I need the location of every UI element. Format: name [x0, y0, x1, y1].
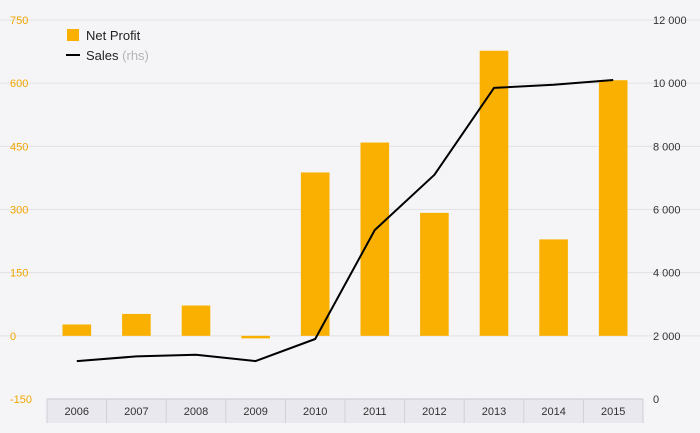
bar-net-profit-2013: [479, 50, 509, 336]
left-y-tick-label: 150: [10, 268, 28, 280]
x-tick-label: 2006: [65, 406, 89, 418]
left-y-tick-label: 0: [10, 331, 16, 343]
net-profit-bars: [62, 50, 628, 339]
right-y-axis: 12 000 10 000 8 000 6 000 4 000 2 000 0: [653, 15, 687, 406]
bar-net-profit-2009: [241, 335, 270, 339]
bar-net-profit-2015: [598, 80, 628, 336]
right-y-tick-label: 2 000: [653, 331, 681, 343]
right-y-tick-label: 12 000: [653, 15, 687, 27]
left-y-tick-label: 300: [10, 205, 28, 217]
x-axis-ticks: 2006 2007 2008 2009 2010 2011 2012 2013 2014 2015: [65, 406, 626, 418]
x-tick-label: 2013: [482, 406, 506, 418]
right-y-tick-label: 10 000: [653, 78, 687, 90]
right-y-tick-label: 8 000: [653, 141, 681, 153]
left-y-tick-label: -150: [10, 394, 32, 406]
bar-net-profit-2010: [300, 172, 330, 336]
x-tick-label: 2008: [184, 406, 208, 418]
x-tick-label: 2010: [303, 406, 327, 418]
legend-sales-suffix: (rhs): [122, 48, 149, 63]
sales-series-line: [76, 79, 614, 363]
x-tick-label: 2011: [363, 406, 387, 418]
right-y-tick-label: 0: [653, 394, 659, 406]
left-y-axis: 750 600 450 300 150 0 -150: [10, 15, 32, 406]
bar-net-profit-2014: [539, 239, 568, 336]
x-tick-label: 2012: [422, 406, 446, 418]
legend-net-profit-swatch: [67, 29, 79, 41]
legend-sales-name: Sales: [86, 48, 119, 63]
x-tick-label: 2014: [541, 406, 565, 418]
x-tick-label: 2015: [601, 406, 625, 418]
x-axis-band: [46, 398, 644, 423]
bar-net-profit-2006: [62, 324, 92, 336]
bar-net-profit-2007: [122, 313, 151, 336]
legend-sales-label: Sales (rhs): [86, 48, 149, 63]
legend: Net Profit Sales (rhs): [66, 28, 149, 63]
left-y-tick-label: 600: [10, 78, 28, 90]
bar-net-profit-2008: [181, 305, 211, 336]
x-tick-label: 2007: [124, 406, 148, 418]
left-y-tick-label: 750: [10, 15, 28, 27]
sales-line: [76, 79, 614, 363]
left-y-tick-label: 450: [10, 141, 28, 153]
legend-net-profit-label: Net Profit: [86, 28, 141, 43]
right-y-tick-label: 6 000: [653, 205, 681, 217]
x-tick-label: 2009: [243, 406, 267, 418]
bar-net-profit-2012: [420, 212, 449, 336]
bar-net-profit-2011: [360, 142, 390, 336]
right-y-tick-label: 4 000: [653, 268, 681, 280]
gridlines: [0, 19, 700, 337]
